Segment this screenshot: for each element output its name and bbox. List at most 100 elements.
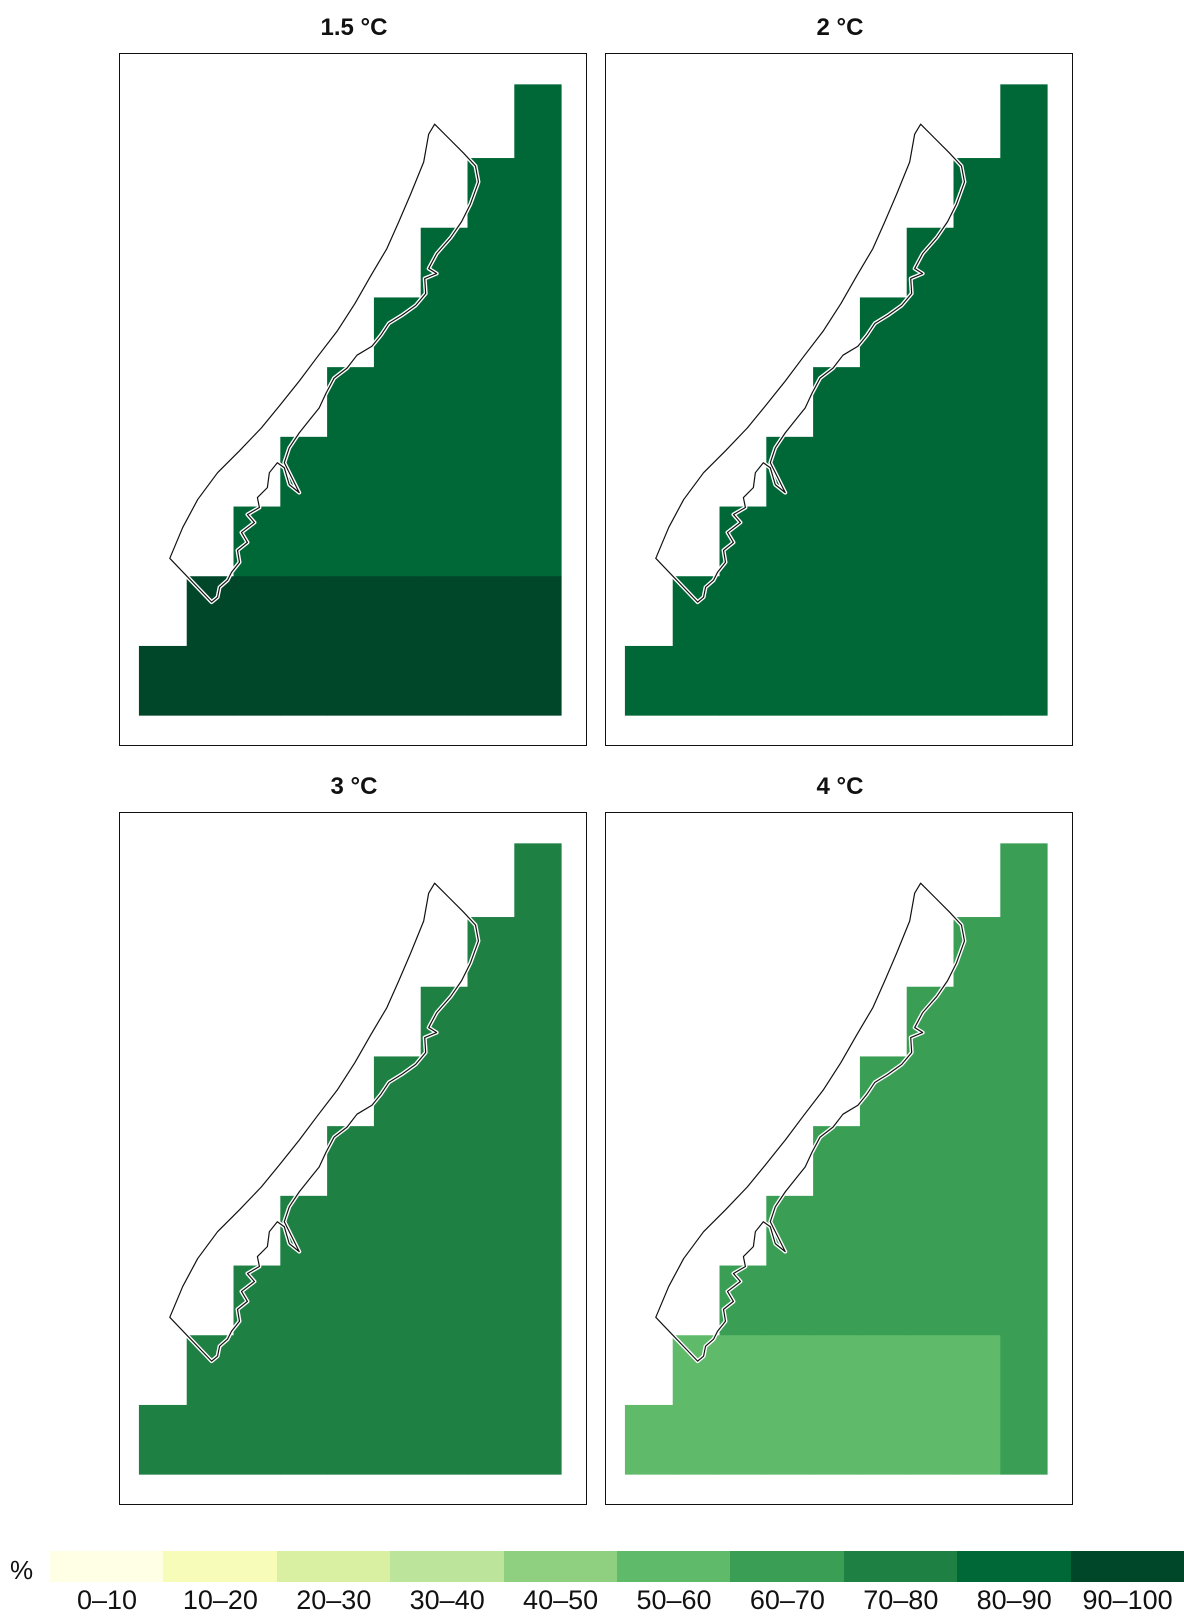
map-canvas — [624, 84, 1048, 716]
legend-label: 60–70 — [749, 1585, 825, 1615]
legend-label: 80–90 — [976, 1585, 1052, 1615]
grid-cell-south — [467, 576, 515, 716]
grid-cell-north — [373, 1056, 422, 1336]
legend-label: 40–50 — [523, 1585, 599, 1615]
legend-swatch — [617, 1551, 731, 1582]
grid-cell-north — [719, 1265, 767, 1336]
legend-swatch — [390, 1551, 505, 1582]
grid-cell-south — [138, 1404, 188, 1475]
panel-title-1-5c: 1.5 °C — [320, 14, 388, 41]
grid-cell-north — [280, 1195, 328, 1336]
grid-cell-south — [420, 1335, 469, 1475]
grid-cell-south — [1000, 1335, 1048, 1475]
grid-cell-north — [1000, 843, 1048, 1336]
grid-cell-north — [420, 227, 469, 577]
legend-label: 20–30 — [296, 1585, 372, 1615]
grid-cell-south — [467, 1335, 515, 1475]
grid-cell-north — [514, 84, 562, 577]
grid-cell-south — [373, 1335, 422, 1475]
grid-cell-north — [766, 1195, 814, 1336]
legend-swatch — [730, 1551, 845, 1582]
legend-label: 90–100 — [1082, 1585, 1173, 1615]
map-panel-2c — [605, 53, 1073, 746]
coast-outline — [169, 882, 480, 1362]
grid-cell-south — [719, 1335, 767, 1475]
panel-title-4c: 4 °C — [816, 773, 864, 800]
grid-cell-north — [719, 506, 767, 577]
grid-cell-south — [672, 576, 721, 716]
grid-cell-north — [813, 367, 861, 577]
legend-swatch — [957, 1551, 1072, 1582]
grid-cell-north — [467, 917, 515, 1336]
grid-cell-south — [766, 576, 814, 716]
legend-swatch — [1070, 1551, 1184, 1582]
grid-cell-north — [1000, 84, 1048, 577]
legend-unit: % — [10, 1555, 34, 1585]
grid-cell-north — [859, 1056, 908, 1336]
grid-cell-south — [813, 1335, 861, 1475]
grid-cell-south — [373, 576, 422, 716]
panel-title-2c: 2 °C — [816, 14, 864, 41]
grid-cell-south — [719, 576, 767, 716]
grid-cell-south — [906, 576, 955, 716]
grid-cell-north — [953, 917, 1001, 1336]
grid-cell-north — [420, 986, 469, 1336]
grid-cell-north — [327, 1126, 375, 1336]
grid-cell-north — [514, 843, 562, 1336]
map-canvas — [624, 843, 1048, 1475]
grid-cell-south — [233, 576, 281, 716]
coast-outline — [655, 123, 966, 603]
grid-cell-south — [186, 576, 235, 716]
grid-cell-south — [138, 645, 188, 716]
grid-cell-south — [906, 1335, 955, 1475]
legend-swatch — [843, 1551, 958, 1582]
grid-cell-south — [1000, 576, 1048, 716]
map-canvas — [138, 843, 562, 1475]
grid-cell-south — [859, 576, 908, 716]
grid-cell-north — [280, 436, 328, 577]
grid-cell-south — [624, 1404, 674, 1475]
grid-cell-south — [953, 576, 1001, 716]
grid-cell-south — [953, 1335, 1001, 1475]
grid-cell-south — [766, 1335, 814, 1475]
legend-label: 10–20 — [182, 1585, 258, 1615]
grid-cell-south — [280, 1335, 328, 1475]
grid-cell-south — [233, 1335, 281, 1475]
grid-cell-north — [233, 506, 281, 577]
grid-cell-south — [420, 576, 469, 716]
legend-swatch — [163, 1551, 278, 1582]
legend-swatch — [50, 1551, 164, 1582]
grid-cell-north — [906, 986, 955, 1336]
coast-outline — [169, 123, 480, 603]
grid-cell-south — [813, 576, 861, 716]
legend-label: 30–40 — [409, 1585, 485, 1615]
grid-cell-north — [766, 436, 814, 577]
map-panel-3c — [119, 812, 587, 1505]
grid-cell-north — [467, 158, 515, 577]
grid-cell-south — [672, 1335, 721, 1475]
grid-cell-south — [186, 1335, 235, 1475]
legend-label: 0–10 — [76, 1585, 138, 1615]
grid-cell-north — [327, 367, 375, 577]
grid-cell-south — [327, 576, 375, 716]
grid-cell-south — [859, 1335, 908, 1475]
grid-cell-north — [953, 158, 1001, 577]
legend-label: 70–80 — [863, 1585, 939, 1615]
grid-cell-south — [280, 576, 328, 716]
grid-cell-north — [906, 227, 955, 577]
panel-title-3c: 3 °C — [330, 773, 378, 800]
coast-outline — [655, 882, 966, 1362]
map-panel-4c — [605, 812, 1073, 1505]
grid-cell-south — [327, 1335, 375, 1475]
legend-label: 50–60 — [636, 1585, 712, 1615]
grid-cell-north — [373, 297, 422, 577]
grid-cell-south — [624, 645, 674, 716]
grid-cell-south — [514, 1335, 562, 1475]
legend-swatch — [503, 1551, 618, 1582]
map-panel-1-5c — [119, 53, 587, 746]
legend-swatch — [276, 1551, 391, 1582]
grid-cell-north — [859, 297, 908, 577]
grid-cell-north — [233, 1265, 281, 1336]
map-canvas — [138, 84, 562, 716]
grid-cell-south — [514, 576, 562, 716]
